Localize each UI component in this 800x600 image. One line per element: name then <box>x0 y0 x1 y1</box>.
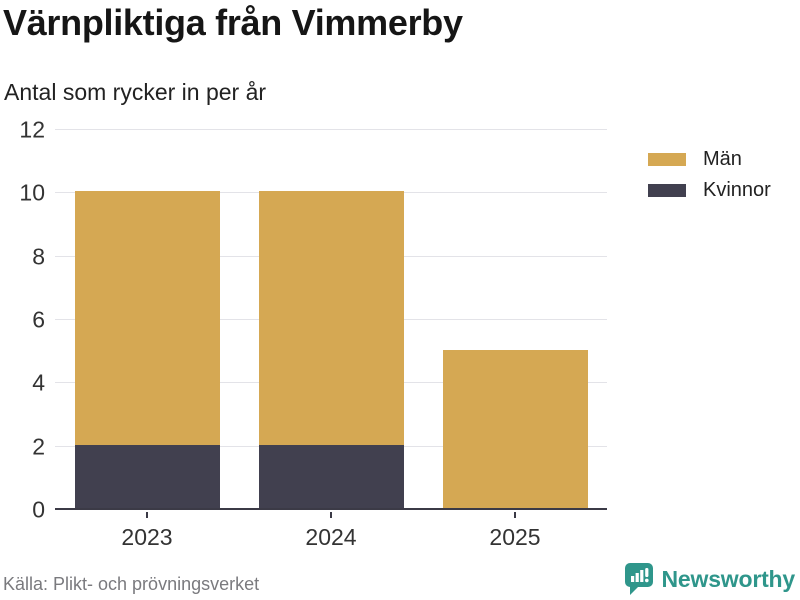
plot-area: 0 2 4 6 8 10 12 <box>19 118 607 521</box>
legend-item-kvinnor: Kvinnor <box>648 180 771 200</box>
y-axis-tick-label: 8 <box>32 243 45 270</box>
x-axis-line <box>55 508 607 510</box>
chart-subtitle: Antal som rycker in per år <box>4 79 267 105</box>
bar-segment-män-2024 <box>258 191 404 445</box>
legend-label: Kvinnor <box>703 179 771 201</box>
bar-segment-kvinnor-2023 <box>74 444 220 508</box>
legend-swatch <box>648 183 686 197</box>
x-axis-cell-2023: 2023 <box>55 512 239 551</box>
brand-name: Newsworthy <box>661 565 796 592</box>
x-axis-cell-2024: 2024 <box>239 512 423 551</box>
y-axis-tick-label: 2 <box>32 433 45 460</box>
x-axis-tick-label: 2025 <box>489 524 541 550</box>
legend-item-män: Män <box>648 149 771 169</box>
x-axis-tick <box>146 512 148 518</box>
y-axis-tick-label: 0 <box>32 496 45 523</box>
bar-group-2024 <box>239 130 423 510</box>
bar-segment-kvinnor-2024 <box>258 444 404 508</box>
bar-segment-män-2025 <box>442 349 588 508</box>
x-axis-tick-label: 2024 <box>305 524 357 550</box>
y-axis-tick-label: 4 <box>32 369 45 396</box>
x-axis-cell-2025: 2025 <box>423 512 607 551</box>
legend: Män Kvinnor <box>648 149 771 211</box>
gridline-y12 <box>55 129 607 130</box>
x-axis-tick-label: 2023 <box>121 524 173 550</box>
newsworthy-logo-icon <box>624 562 654 596</box>
legend-label: Män <box>703 148 742 170</box>
bar-group-2025 <box>423 130 607 510</box>
brand-footer: Newsworthy <box>624 562 795 596</box>
x-axis-tick <box>330 512 332 518</box>
bar-series <box>55 130 607 510</box>
x-axis-tick <box>514 512 516 518</box>
chart-title: Värnpliktiga från Vimmerby <box>3 2 463 43</box>
y-axis-tick-label: 12 <box>19 116 45 143</box>
x-axis-labels: 2023 2024 2025 <box>55 512 607 551</box>
bar-group-2023 <box>55 130 239 510</box>
y-axis-tick-label: 10 <box>19 179 45 206</box>
legend-swatch <box>648 152 686 166</box>
y-axis-tick-label: 6 <box>32 306 45 333</box>
bar-segment-män-2023 <box>74 191 220 445</box>
source-note: Källa: Plikt- och prövningsverket <box>3 574 260 594</box>
